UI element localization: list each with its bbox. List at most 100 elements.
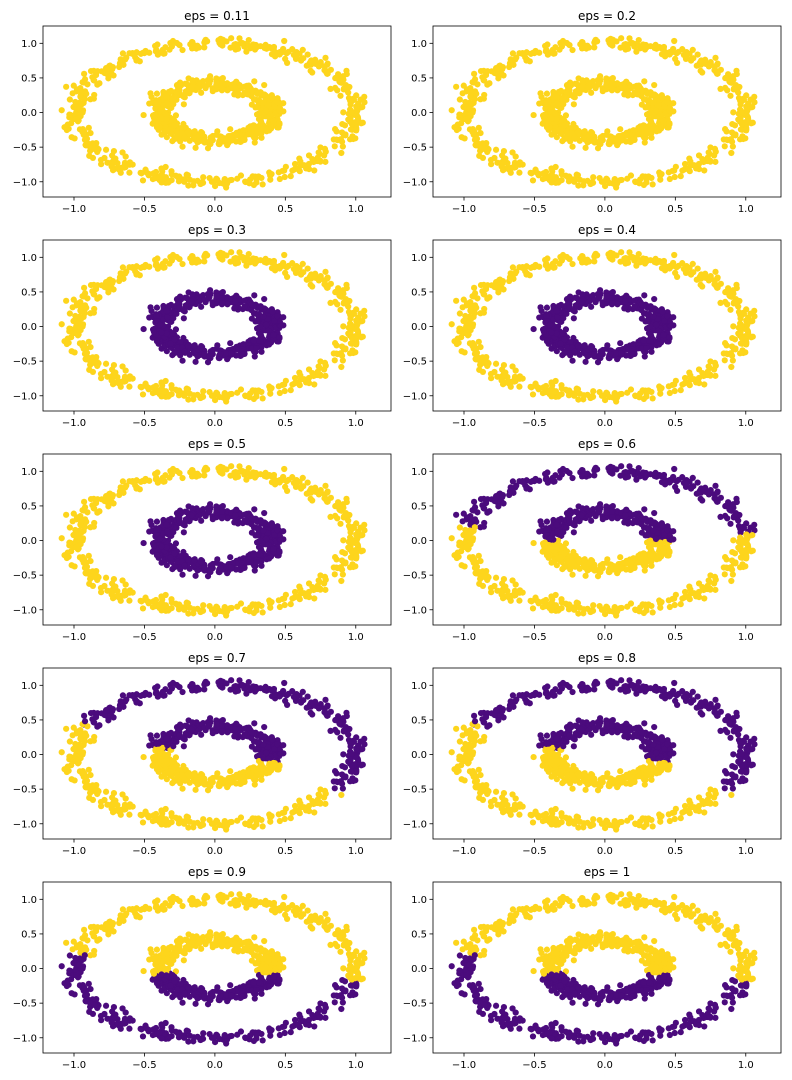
data-point [699, 283, 706, 290]
data-point [162, 163, 169, 171]
data-point [274, 98, 281, 106]
data-point [183, 171, 190, 178]
data-point [530, 111, 537, 119]
data-point [646, 337, 653, 344]
data-point [527, 169, 534, 176]
data-point [638, 87, 645, 94]
data-point [498, 163, 505, 170]
data-point [361, 99, 368, 106]
data-point [471, 96, 478, 103]
data-point [751, 99, 758, 106]
data-point [504, 378, 512, 385]
data-point [721, 357, 728, 364]
data-point [590, 174, 597, 181]
data-point [206, 73, 214, 80]
data-point [666, 175, 673, 183]
data-point [582, 144, 589, 151]
data-point [486, 80, 493, 87]
data-point [87, 343, 94, 351]
data-point [582, 358, 589, 365]
data-point [638, 307, 645, 314]
data-point [537, 90, 544, 97]
data-point [651, 295, 658, 303]
data-point [309, 370, 316, 377]
data-point [695, 275, 702, 283]
data-point [462, 330, 470, 337]
data-point [133, 271, 140, 278]
data-point [101, 582, 108, 590]
data-point [231, 91, 238, 98]
data-point [217, 249, 224, 256]
data-point [98, 589, 105, 596]
data-point [170, 101, 177, 108]
data-point [197, 131, 205, 138]
point-group [58, 463, 368, 619]
data-point [647, 323, 654, 330]
data-point [209, 516, 216, 523]
y-tick-label: −0.5 [13, 357, 37, 368]
data-point [72, 98, 79, 106]
data-point [251, 78, 258, 85]
data-point [172, 172, 179, 179]
data-point [717, 85, 724, 92]
data-point [81, 88, 89, 95]
data-point [569, 46, 576, 54]
data-point [251, 139, 258, 146]
data-point [342, 509, 349, 517]
data-point [335, 71, 342, 78]
data-point [297, 376, 304, 383]
data-point [153, 124, 161, 131]
data-point [156, 321, 164, 328]
data-point [665, 169, 672, 176]
y-tick-label: 0.5 [21, 287, 37, 298]
data-point [164, 100, 171, 107]
data-point [660, 45, 667, 52]
data-point [252, 44, 260, 51]
data-point [573, 385, 580, 392]
data-point [133, 57, 140, 64]
data-point [648, 304, 655, 311]
data-point [737, 97, 744, 104]
data-point [168, 382, 175, 389]
data-point [327, 513, 334, 520]
data-point [189, 467, 196, 474]
y-tick-label: −1.0 [13, 391, 37, 402]
data-point [542, 256, 549, 264]
data-point [623, 78, 630, 85]
data-point [570, 93, 577, 100]
y-tick-label: −0.5 [403, 357, 427, 368]
data-point [152, 262, 159, 269]
data-point [217, 136, 224, 143]
data-point [594, 145, 602, 152]
data-point [643, 345, 650, 352]
data-point [650, 313, 657, 320]
data-point [158, 179, 165, 186]
data-point [171, 349, 178, 356]
data-point [650, 99, 657, 106]
data-point [737, 311, 744, 318]
data-point [659, 94, 666, 101]
data-point [556, 260, 563, 267]
data-point [614, 356, 621, 363]
data-point [191, 343, 198, 350]
data-point [233, 78, 240, 85]
data-point [594, 359, 602, 366]
data-point [332, 554, 339, 561]
scatter-panel: eps = 0.2−1.0 −0.5 0.0 0.5 1.0−1.0−0.50.00.5… [403, 9, 782, 215]
data-point [527, 264, 534, 271]
data-point [738, 334, 745, 341]
data-point [554, 100, 561, 107]
data-point [339, 120, 346, 128]
x-tick-label: 1.0 [348, 204, 364, 215]
data-point [311, 595, 318, 602]
data-point [596, 73, 604, 80]
data-point [126, 597, 133, 604]
data-point [480, 309, 487, 316]
data-point [227, 340, 234, 347]
data-point [169, 465, 177, 473]
data-point [511, 161, 518, 168]
data-point [179, 357, 186, 364]
data-point [179, 474, 186, 482]
data-point [337, 92, 344, 99]
data-point [234, 175, 241, 182]
